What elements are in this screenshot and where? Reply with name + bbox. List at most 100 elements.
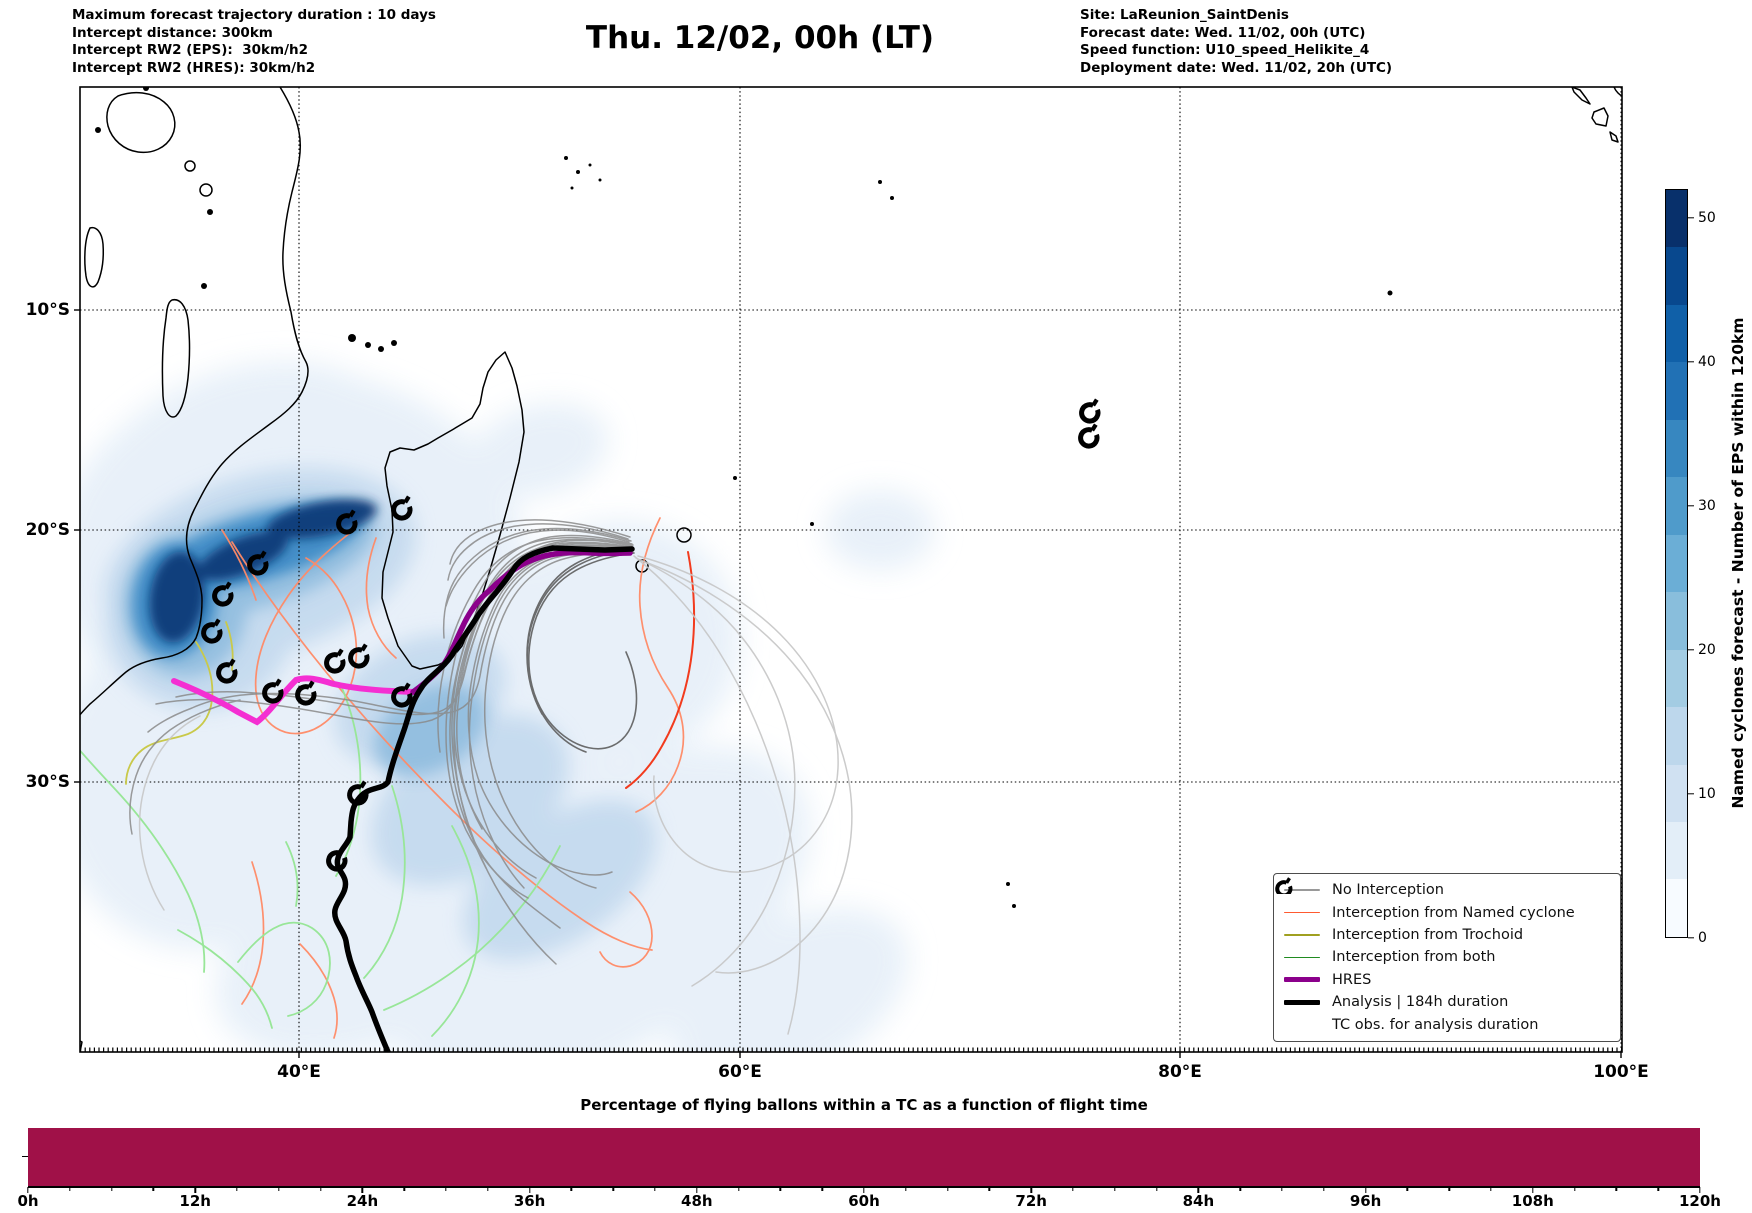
coastlines [80, 87, 1622, 1052]
lon-tick-label: 40°E [277, 1062, 321, 1082]
flight-bar-tick [1532, 1187, 1534, 1193]
flight-bar-tick [361, 1187, 364, 1193]
flight-bar-tick-label: 108h [1511, 1192, 1554, 1210]
flight-bar-tick [1364, 1187, 1367, 1193]
colorbar-step [1666, 419, 1687, 478]
colorbar-step [1666, 764, 1687, 822]
legend-item: No Interception [1284, 879, 1610, 901]
lat-tick-label: 20°S [25, 520, 70, 540]
flight-bar-minor-tick [905, 1187, 907, 1191]
flight-bar-minor-tick [403, 1187, 405, 1191]
flight-bar-minor-tick [988, 1187, 991, 1191]
tracks-named-cyclone [221, 517, 685, 1039]
flight-bar-tick [528, 1187, 531, 1193]
colorbar-label: Named cyclones forecast - Number of EPS … [1729, 317, 1747, 809]
legend-item-label: Interception from both [1332, 949, 1496, 966]
legend-item: Interception from both [1284, 946, 1610, 968]
flight-bar-tick-label: 96h [1349, 1192, 1382, 1210]
colorbar-tick-label: 10 [1698, 785, 1716, 802]
colorbar-step [1666, 649, 1687, 708]
colorbar-tick [1688, 361, 1694, 363]
flight-bar-minor-tick [236, 1187, 238, 1191]
flight-bar-minor-tick [779, 1187, 782, 1191]
legend-item: HRES [1284, 969, 1610, 991]
tc-symbol-icon [391, 495, 413, 521]
flight-bar-minor-tick [612, 1187, 614, 1191]
colorbar [1665, 189, 1688, 938]
legend-line-swatch [1284, 977, 1320, 983]
lat-tick-label: 10°S [25, 300, 70, 320]
flight-bar-minor-tick [737, 1187, 740, 1191]
flight-bar-minor-tick [1072, 1187, 1074, 1191]
colorbar-tick [1688, 937, 1694, 939]
colorbar-tick-label: 40 [1698, 353, 1716, 370]
colorbar-step [1666, 592, 1687, 650]
graticule [80, 87, 1622, 1052]
flight-bar-minor-tick [110, 1187, 113, 1191]
tc-symbol-icon [391, 682, 413, 708]
tc-symbol-icon [262, 678, 284, 704]
tracks-ensemble-light [138, 555, 853, 1035]
legend-item-label: Interception from Named cyclone [1332, 904, 1575, 921]
flight-bar-minor-tick [152, 1187, 155, 1191]
legend-item-label: Analysis | 184h duration [1332, 994, 1509, 1011]
flight-bar-tick-label: 120h [1679, 1192, 1721, 1210]
legend-item-label: HRES [1332, 971, 1372, 988]
flight-bar-minor-tick [1114, 1187, 1116, 1191]
colorbar-step [1666, 477, 1687, 535]
colorbar-step [1666, 879, 1687, 937]
tc-symbol-icon [1078, 423, 1100, 449]
colorbar-tick-label: 20 [1698, 641, 1716, 658]
flight-bar-tick [1699, 1187, 1701, 1193]
tc-symbol-icon [212, 581, 234, 607]
flight-bar-minor-tick [445, 1187, 447, 1191]
legend-item-label: Interception from Trochoid [1332, 926, 1524, 943]
flight-bar-minor-tick [1490, 1187, 1492, 1191]
legend-item-label: TC obs. for analysis duration [1332, 1016, 1539, 1033]
colorbar-step [1666, 534, 1687, 593]
legend-line-swatch [1284, 934, 1320, 936]
flight-bar-tick [27, 1187, 29, 1193]
tc-symbol-icon [216, 658, 238, 684]
flight-bar-minor-tick [278, 1187, 280, 1191]
tc-symbol-icon [201, 618, 223, 644]
colorbar-tick-label: 0 [1698, 930, 1707, 946]
lon-tick-label: 60°E [718, 1062, 762, 1082]
colorbar-step [1666, 821, 1687, 880]
lat-tick-label: 30°S [25, 772, 70, 792]
flight-bar-ytick [22, 1156, 28, 1158]
flight-bar-minor-tick [1323, 1187, 1325, 1191]
flight-bar-minor-tick [319, 1187, 322, 1191]
flight-bar-minor-tick [1615, 1187, 1618, 1191]
tc-symbol-icon [326, 846, 348, 872]
legend-line-swatch [1284, 999, 1320, 1005]
tracks-trochoid [125, 621, 234, 785]
flight-bar-minor-tick [1239, 1187, 1241, 1191]
forecast-settings-text: Maximum forecast trajectory duration : 1… [72, 7, 436, 76]
legend-item-label: No Interception [1332, 882, 1444, 899]
tc-symbol-icon [295, 680, 317, 706]
flight-bar-tick [1197, 1187, 1200, 1193]
flight-bar-minor-tick [821, 1187, 823, 1191]
lon-tick-label: 100°E [1593, 1062, 1649, 1082]
tc-symbol-icon [247, 550, 269, 576]
legend: No Interception Interception from Named c… [1273, 873, 1621, 1042]
flight-bar-tick-label: 12h [179, 1192, 211, 1210]
colorbar-tick [1688, 505, 1694, 507]
tc-symbol-icon [1079, 398, 1101, 424]
page-title: Thu. 12/02, 00h (LT) [585, 20, 935, 56]
flight-bar-minor-tick [69, 1187, 71, 1191]
flight-bar-minor-tick [1657, 1187, 1659, 1191]
flight-bar-minor-tick [654, 1187, 656, 1191]
flight-bar-minor-tick [1155, 1187, 1158, 1191]
colorbar-tick [1688, 649, 1694, 651]
track-analysis [332, 545, 635, 1052]
colorbar-tick [1688, 793, 1694, 795]
legend-item: TC obs. for analysis duration [1275, 877, 1610, 1035]
legend-line-swatch [1284, 956, 1320, 959]
flight-bar-minor-tick [1573, 1187, 1576, 1191]
flight-bar-minor-tick [1406, 1187, 1409, 1191]
colorbar-step [1666, 707, 1687, 765]
site-info-text: Site: LaReunion_SaintDenis Forecast date… [1080, 7, 1393, 76]
